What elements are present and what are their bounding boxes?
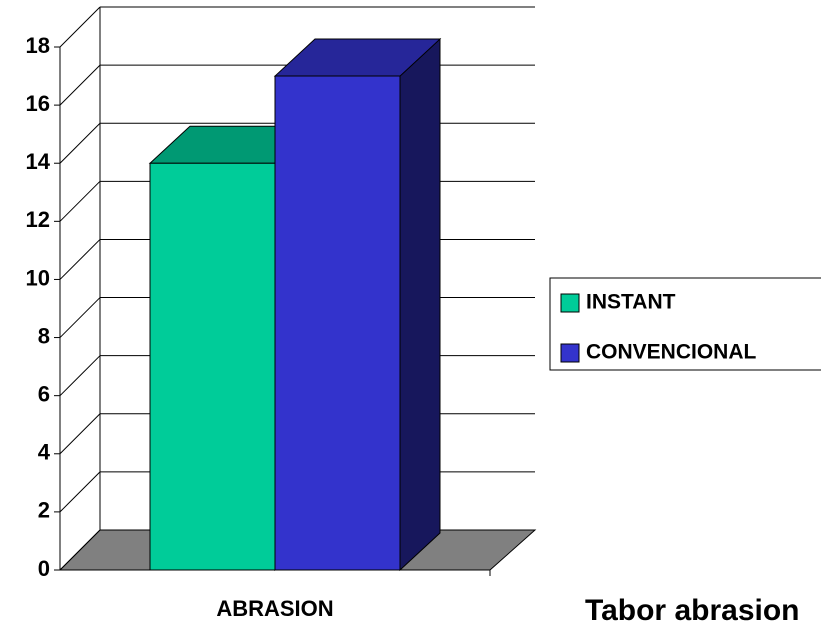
legend-label: CONVENCIONAL: [586, 341, 757, 364]
grid-line: [59, 239, 101, 280]
grid-line: [59, 529, 101, 571]
grid-line: [59, 6, 101, 48]
grid-line: [59, 471, 101, 513]
y-tick-label: 0: [38, 556, 50, 581]
bar-front: [274, 75, 401, 571]
x-tick-label: ABRASION: [216, 596, 333, 621]
y-tick-label: 8: [38, 323, 50, 348]
y-tick-label: 6: [38, 381, 50, 406]
bar-front: [149, 162, 276, 571]
y-tick-label: 16: [26, 91, 50, 116]
grid-line: [59, 297, 101, 338]
legend-swatch: [560, 343, 580, 363]
legend-label: INSTANT: [586, 291, 676, 314]
legend-box: [549, 277, 821, 371]
grid-line: [59, 122, 101, 164]
bar-side: [399, 37, 441, 572]
y-tick-label: 4: [38, 440, 51, 465]
legend-swatch: [560, 293, 580, 313]
y-tick-label: 12: [26, 207, 50, 232]
y-tick-label: 14: [26, 149, 51, 174]
bar: [273, 37, 442, 572]
y-tick-label: 18: [26, 33, 50, 58]
y-tick-label: 2: [38, 498, 50, 523]
grid-line: [59, 64, 101, 106]
y-tick-label: 10: [26, 265, 50, 290]
grid-line: [59, 355, 101, 397]
grid-line: [59, 180, 101, 222]
grid-line: [59, 413, 101, 455]
annotation: Tabor abrasion: [585, 594, 799, 626]
